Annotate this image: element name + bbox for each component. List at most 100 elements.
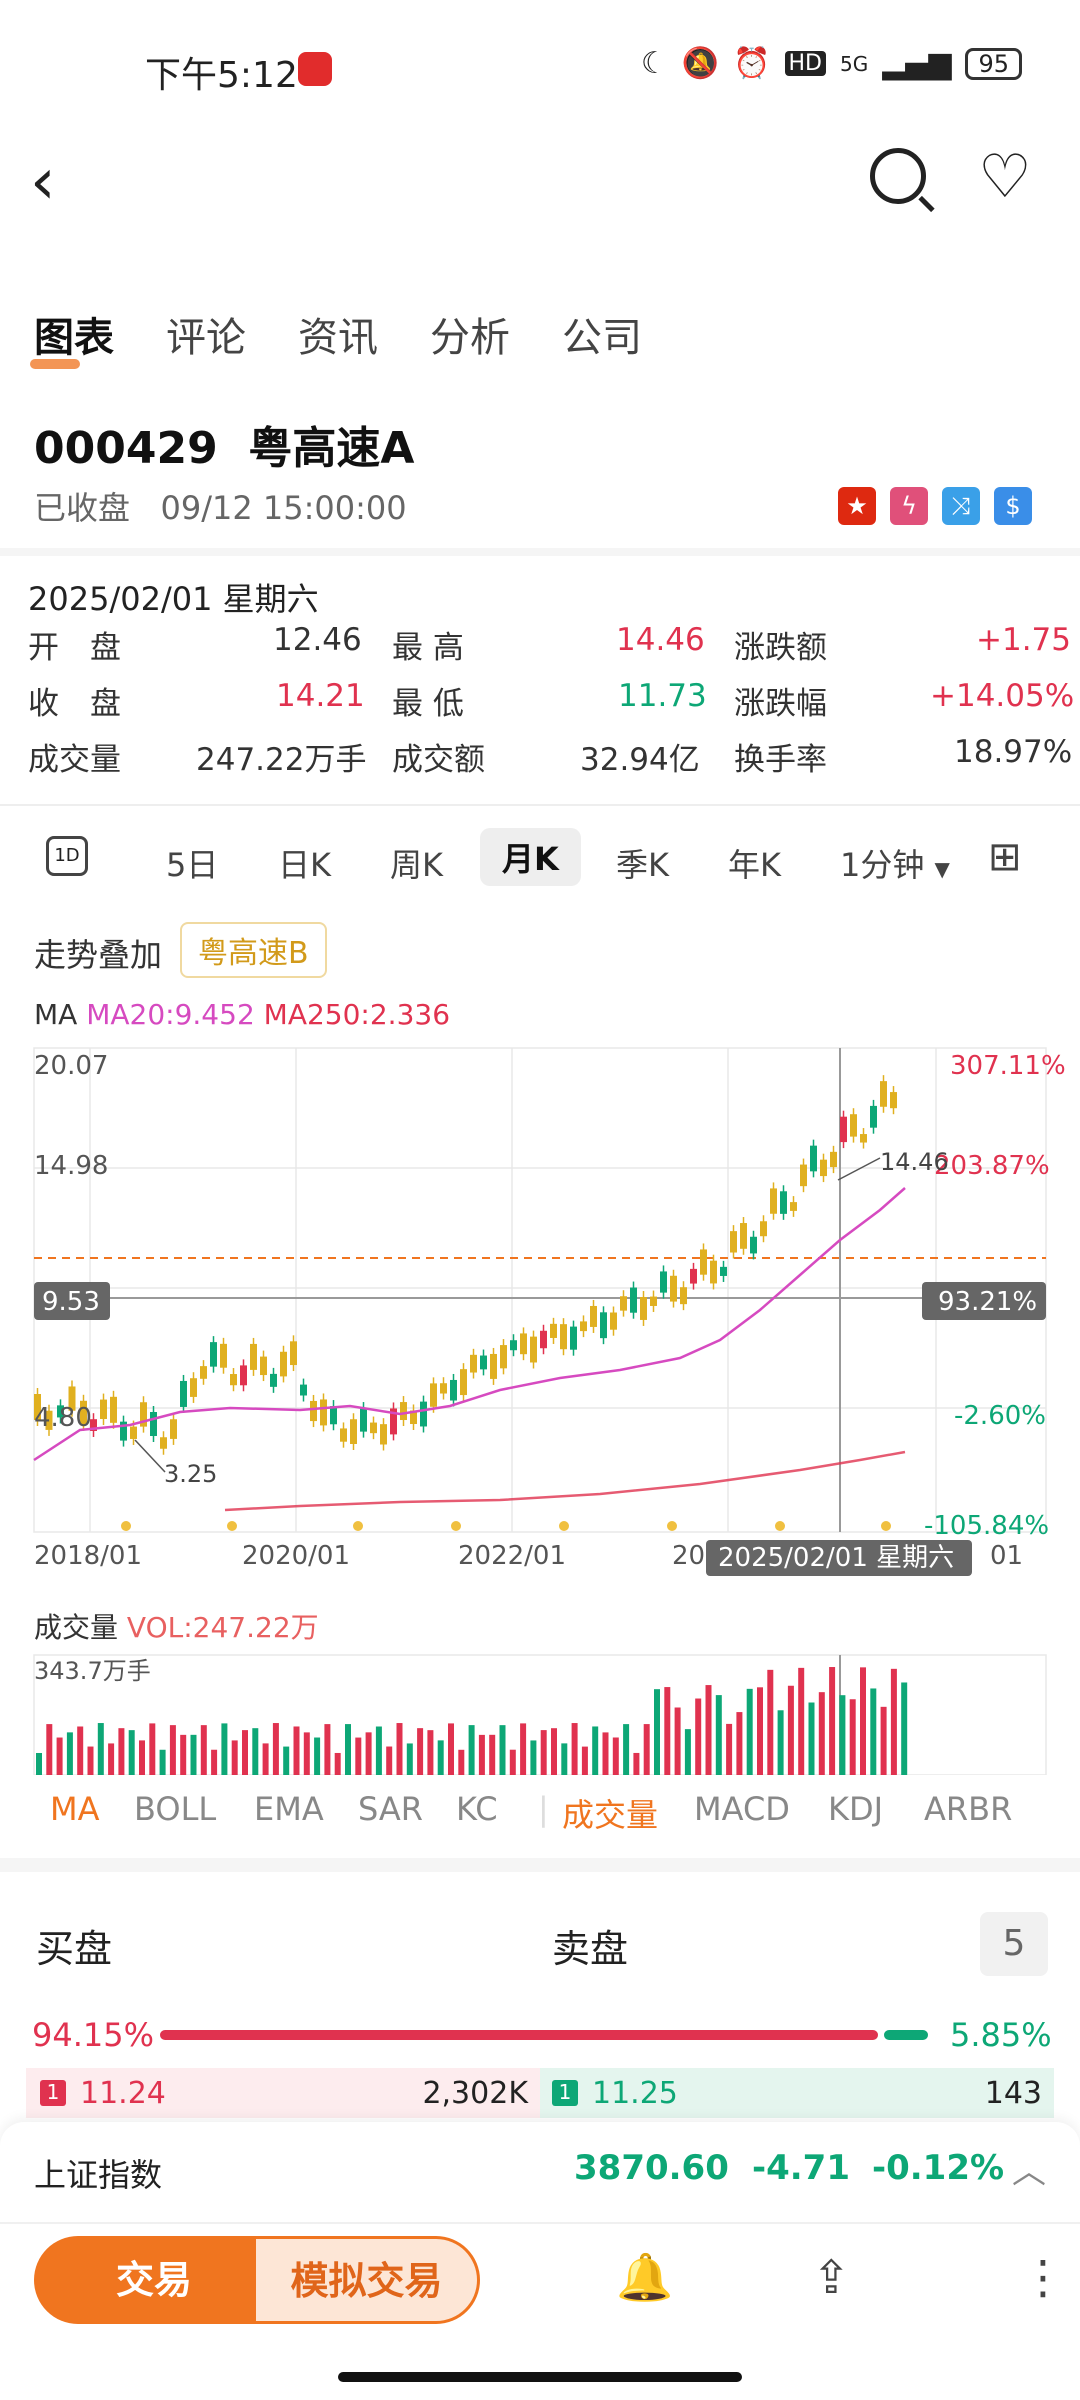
- ind-volume[interactable]: 成交量: [562, 1796, 659, 1834]
- dollar-icon[interactable]: $: [994, 487, 1032, 525]
- volume-bar: [767, 1669, 774, 1775]
- max-price-mark: 14.46: [880, 1148, 949, 1176]
- trade-button[interactable]: 交易: [34, 2236, 274, 2324]
- open-value: 12.46: [273, 622, 362, 658]
- tab-comments[interactable]: 评论: [166, 315, 246, 361]
- pct-bottom-label: -105.84%: [924, 1511, 1049, 1541]
- chevron-up-icon[interactable]: ︿: [1012, 2152, 1046, 2192]
- china-flag-icon[interactable]: ★: [838, 487, 876, 525]
- volume-chart[interactable]: 343.7万手: [0, 1605, 1080, 1775]
- volume-bar: [211, 1749, 218, 1775]
- volume-bar: [705, 1685, 712, 1775]
- index-ticker[interactable]: 上证指数 3870.60 -4.71 -0.12% ︿: [0, 2122, 1080, 2222]
- ind-kdj[interactable]: KDJ: [828, 1790, 884, 1828]
- kline-chart[interactable]: 20.07 14.98 4.80 9.53 307.11% 203.87% 93…: [0, 1040, 1080, 1580]
- period-yearly[interactable]: 年K: [728, 846, 781, 884]
- overlay-tag[interactable]: 粤高速B: [180, 922, 327, 978]
- volume-bar: [849, 1699, 856, 1775]
- period-weekly[interactable]: 周K: [390, 846, 443, 884]
- volume-bar: [448, 1723, 454, 1775]
- tab-news[interactable]: 资讯: [298, 315, 378, 361]
- volume-bar: [787, 1685, 794, 1775]
- sell-level-volume: 143: [984, 2076, 1042, 2111]
- volume-bar: [221, 1723, 228, 1775]
- tab-company[interactable]: 公司: [562, 315, 642, 361]
- buy-ratio-bar: [160, 2030, 878, 2040]
- x-label-4: 20: [672, 1541, 705, 1571]
- buy-level-price: 11.24: [80, 2076, 166, 2111]
- index-change: -4.71: [752, 2148, 850, 2188]
- add-favorite-icon[interactable]: ♡: [978, 142, 1032, 212]
- divider: [0, 804, 1080, 806]
- sell-level-index: 1: [552, 2080, 578, 2106]
- volume-bar: [293, 1726, 300, 1775]
- buy-level-index: 1: [40, 2080, 66, 2106]
- pct-cur-label: 93.21%: [938, 1287, 1037, 1317]
- ind-sar[interactable]: SAR: [358, 1790, 424, 1828]
- volume-label: 成交量: [28, 742, 121, 778]
- ind-macd[interactable]: MACD: [694, 1790, 790, 1828]
- volume-bar: [283, 1746, 290, 1775]
- five-level-button[interactable]: 5: [980, 1912, 1048, 1976]
- alert-bell-icon[interactable]: 🔔: [616, 2250, 674, 2304]
- battery-icon: 95: [965, 47, 1022, 80]
- period-monthly[interactable]: 月K: [480, 828, 581, 886]
- period-5d[interactable]: 5日: [166, 846, 219, 884]
- tab-bar: 图表 评论 资讯 分析 公司: [30, 305, 642, 369]
- amount-value: 32.94亿: [580, 742, 700, 778]
- overlay-label: 走势叠加: [34, 936, 163, 974]
- volume-bar: [242, 1730, 248, 1775]
- lightning-icon[interactable]: ϟ: [890, 487, 928, 525]
- sell-row: 1 11.25 143: [540, 2068, 1054, 2118]
- ind-boll[interactable]: BOLL: [134, 1790, 217, 1828]
- ind-ma[interactable]: MA: [50, 1790, 100, 1828]
- volume-bar: [540, 1730, 547, 1775]
- sell-level-price: 11.25: [592, 2076, 678, 2111]
- volume-bar: [674, 1707, 681, 1775]
- x-label-1: 2018/01: [34, 1541, 142, 1571]
- shuffle-icon[interactable]: ⤨: [942, 487, 980, 525]
- buy-pct: 94.15%: [32, 2016, 155, 2054]
- price-low-label: 4.80: [34, 1403, 92, 1433]
- simulated-trade-button[interactable]: 模拟交易: [256, 2236, 480, 2324]
- chart-grid: [33, 1047, 1047, 1533]
- period-daily[interactable]: 日K: [278, 846, 331, 884]
- turnover-label: 换手率: [734, 742, 827, 778]
- volume-bar: [602, 1732, 609, 1775]
- tab-chart[interactable]: 图表: [30, 305, 114, 369]
- section-divider: [0, 1858, 1080, 1872]
- quote-date: 2025/02/01 星期六: [28, 580, 319, 618]
- more-icon[interactable]: ⋮: [1020, 2250, 1066, 2304]
- volume-bar: [458, 1749, 465, 1775]
- volume-bar: [798, 1667, 805, 1775]
- period-quarterly[interactable]: 季K: [616, 846, 669, 884]
- volume-bar: [551, 1728, 557, 1775]
- close-label: 收 盘: [28, 686, 121, 722]
- ind-arbr[interactable]: ARBR: [924, 1790, 1013, 1828]
- back-button[interactable]: ‹: [30, 145, 56, 219]
- ind-kc[interactable]: KC: [456, 1790, 498, 1828]
- ind-divider: |: [538, 1790, 549, 1828]
- grid-layout-icon[interactable]: ⊞: [988, 834, 1022, 880]
- volume-bar: [623, 1724, 630, 1775]
- volume-bar: [612, 1737, 619, 1775]
- period-1min[interactable]: 1分钟 ▼: [840, 840, 950, 886]
- home-indicator: [338, 2372, 742, 2382]
- volume-bar: [46, 1724, 53, 1775]
- share-icon[interactable]: ⇪: [812, 2250, 851, 2304]
- volume-bar: [489, 1734, 496, 1775]
- tab-analysis[interactable]: 分析: [430, 315, 510, 361]
- volume-bar: [890, 1668, 897, 1775]
- ind-ema[interactable]: EMA: [254, 1790, 324, 1828]
- volume-bar: [870, 1688, 877, 1775]
- period-1d-button[interactable]: 1D: [46, 836, 88, 876]
- search-icon[interactable]: [870, 148, 926, 204]
- volume-bar: [417, 1728, 424, 1775]
- pct-top-label: 307.11%: [950, 1051, 1066, 1081]
- volume-bar: [180, 1734, 187, 1775]
- stock-title: 000429 粤高速A: [34, 412, 414, 476]
- volume-bar: [530, 1740, 537, 1775]
- x-label-5: 01: [990, 1541, 1023, 1571]
- volume-bar: [520, 1723, 527, 1775]
- volume-bar: [736, 1712, 743, 1775]
